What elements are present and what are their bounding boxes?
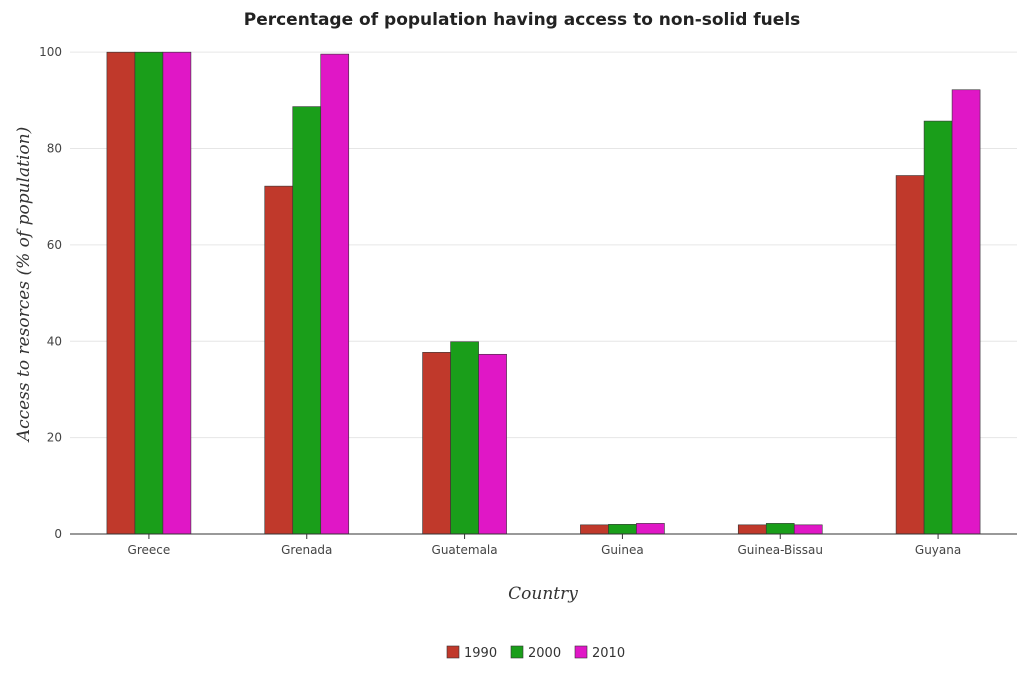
x-tick-labels: Greece Grenada Guatemala Guinea Guinea-Bissa… [128, 534, 961, 557]
bars [106, 51, 981, 535]
y-tick-label: 60 [47, 238, 62, 252]
y-tick-label: 0 [54, 527, 62, 541]
legend-label-2010: 2010 [592, 646, 625, 661]
bar-guyana-1990 [895, 175, 925, 535]
bar-guatemala-2010 [478, 353, 507, 535]
bar-guatemala-2000 [450, 341, 479, 535]
y-tick-label: 20 [47, 431, 62, 445]
x-tick-label: Guatemala [432, 543, 498, 557]
bar-guatemala-1990 [422, 352, 451, 535]
x-axis-label: Country [508, 584, 578, 604]
bar-guinea-bissau-2010 [793, 524, 823, 535]
x-tick-label: Guinea-Bissau [737, 543, 823, 557]
grid-lines [70, 51, 1017, 535]
y-tick-labels: 0 20 40 60 80 100 [39, 45, 62, 541]
legend-swatch-2000 [510, 645, 524, 659]
bar-guinea-2000 [608, 524, 637, 535]
bar-greece-2000 [134, 51, 164, 535]
x-tick-label: Guinea [601, 543, 644, 557]
bar-guinea-1990 [580, 524, 609, 535]
bar-guinea-bissau-1990 [737, 524, 767, 535]
legend: 1990 2000 2010 [446, 645, 625, 661]
x-tick-label: Grenada [281, 543, 332, 557]
y-tick-label: 80 [47, 142, 62, 156]
legend-label-2000: 2000 [528, 646, 561, 661]
bar-guyana-2010 [951, 89, 981, 535]
bar-grenada-1990 [264, 185, 294, 535]
bar-greece-1990 [106, 51, 136, 535]
legend-swatch-1990 [446, 645, 460, 659]
y-axis-label: Access to resorces (% of population) [14, 127, 34, 443]
x-tick-label: Guyana [915, 543, 961, 557]
y-tick-label: 40 [47, 334, 62, 348]
bar-guinea-bissau-2000 [765, 523, 795, 535]
chart-title: Percentage of population having access t… [244, 10, 801, 30]
bar-guinea-2010 [636, 523, 665, 535]
bar-grenada-2000 [292, 106, 322, 535]
bar-greece-2010 [162, 51, 192, 535]
legend-swatch-2010 [574, 645, 588, 659]
bar-guyana-2000 [923, 120, 953, 535]
x-tick-label: Greece [128, 543, 171, 557]
legend-label-1990: 1990 [464, 646, 497, 661]
y-tick-label: 100 [39, 45, 62, 59]
bar-grenada-2010 [320, 53, 350, 535]
